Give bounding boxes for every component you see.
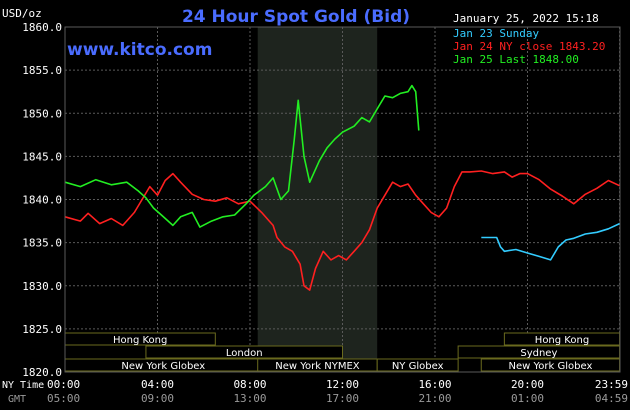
y-tick-label: 1840.0 (22, 194, 62, 207)
x-tick-ny: 16:00 (418, 378, 451, 391)
x-tick-gmt: 13:00 (233, 392, 266, 405)
session-label: Hong Kong (535, 335, 589, 346)
series-line (64, 84, 420, 228)
legend: Jan 23 Sunday Jan 24 NY close 1843.20 Ja… (453, 27, 605, 66)
legend-entry-jan23: Jan 23 Sunday (453, 27, 539, 40)
session-label: New York Globex (509, 361, 593, 372)
x-tick-ny: 12:00 (326, 378, 359, 391)
x-tick-ny: 08:00 (233, 378, 266, 391)
series-line (64, 170, 620, 291)
y-tick-label: 1835.0 (22, 237, 62, 250)
y-tick-label: 1825.0 (22, 323, 62, 336)
series-line (481, 222, 620, 261)
session-label: NY Globex (392, 361, 444, 372)
x-tick-ny: 20:00 (511, 378, 544, 391)
session-label: Hong Kong (113, 335, 167, 346)
x-tick-gmt: 05:00 (47, 392, 80, 405)
y-tick-label: 1860.0 (22, 21, 62, 34)
series-layer (64, 84, 620, 291)
plot-frame (64, 26, 621, 373)
session-label: Sydney (520, 348, 557, 359)
x-tick-ny: 04:00 (141, 378, 174, 391)
x-tick-gmt: 04:59 (595, 392, 628, 405)
y-tick-label: 1820.0 (22, 366, 62, 379)
y-tick-label: 1845.0 (22, 150, 62, 163)
x-tick-gmt: 09:00 (141, 392, 174, 405)
legend-entry-jan24: Jan 24 NY close 1843.20 (453, 40, 605, 53)
x-tick-gmt: 21:00 (418, 392, 451, 405)
session-label: New York NYMEX (275, 361, 360, 372)
legend-entry-jan25: Jan 25 Last 1848.00 (453, 53, 579, 66)
site-watermark: www.kitco.com (67, 40, 212, 60)
y-tick-label: 1850.0 (22, 107, 62, 120)
timestamp: January 25, 2022 15:18 (453, 12, 599, 25)
session-bars: Hong Kong London New York Globex New York N… (64, 332, 621, 372)
gmt-label: GMT (8, 394, 26, 405)
chart-title: 24 Hour Spot Gold (Bid) (182, 7, 410, 27)
session-label: London (226, 348, 263, 359)
y-tick-label: 1855.0 (22, 64, 62, 77)
x-tick-ny: 00:00 (47, 378, 80, 391)
session-bar (145, 345, 343, 359)
session-bar (376, 358, 459, 372)
x-tick-gmt: 17:00 (326, 392, 359, 405)
x-tick-ny: 23:59 (595, 378, 628, 391)
y-axis-ticks: 1860.0 1855.0 1850.0 1845.0 1840.0 1835.0 1830… (22, 21, 62, 379)
y-tick-label: 1830.0 (22, 280, 62, 293)
ny-time-label: NY Time (2, 380, 44, 391)
x-tick-gmt: 01:00 (511, 392, 544, 405)
unit-label: USD/oz (2, 7, 42, 20)
session-label: New York Globex (121, 361, 205, 372)
